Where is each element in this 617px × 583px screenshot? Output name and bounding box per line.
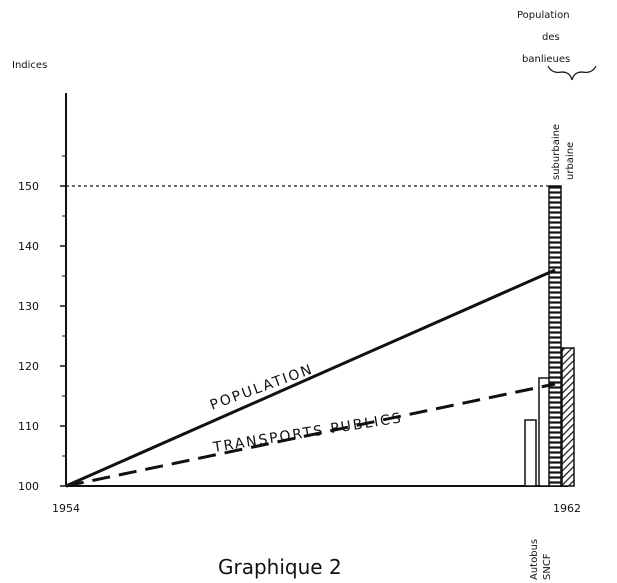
y-axis-label: Indices xyxy=(12,60,47,71)
suburb-group-label-line-3: banlieues xyxy=(522,54,570,65)
bar-label-autobus: Autobus xyxy=(529,539,540,580)
y-tick-label-140: 140 xyxy=(18,240,39,253)
series-lines xyxy=(65,268,556,488)
x-tick-label-1962: 1962 xyxy=(553,502,581,515)
chart-caption: Graphique 2 xyxy=(218,555,342,579)
series-label-population: POPULATION xyxy=(208,361,316,413)
y-tick-label-120: 120 xyxy=(18,360,39,373)
bar-label-sncf: SNCF xyxy=(542,553,553,580)
y-tick-label-110: 110 xyxy=(18,420,39,433)
y-tick-label-150: 150 xyxy=(18,180,39,193)
x-tick-label-1954: 1954 xyxy=(52,502,80,515)
suburb-group-label-line-1: Population xyxy=(517,10,570,21)
series-line-transports-publics xyxy=(65,382,556,488)
bar-autobus xyxy=(524,419,537,487)
suburb-bar-label-suburbaine: suburbaine xyxy=(551,124,562,180)
y-tick-label-100: 100 xyxy=(18,480,39,493)
series-line-population xyxy=(65,268,556,488)
bars-group xyxy=(524,185,575,487)
suburb-brace xyxy=(547,65,597,81)
suburb-bar-suburbaine xyxy=(548,185,562,487)
suburb-group-label-line-2: des xyxy=(542,32,560,43)
series-label-transports-publics: TRANSPORTS PUBLICS xyxy=(211,410,404,456)
y-tick-label-130: 130 xyxy=(18,300,39,313)
suburb-bar-urbaine xyxy=(561,347,575,487)
y-ticks: 100 110 120 130 140 150 xyxy=(18,155,66,493)
suburb-bar-label-urbaine: urbaine xyxy=(565,142,576,180)
